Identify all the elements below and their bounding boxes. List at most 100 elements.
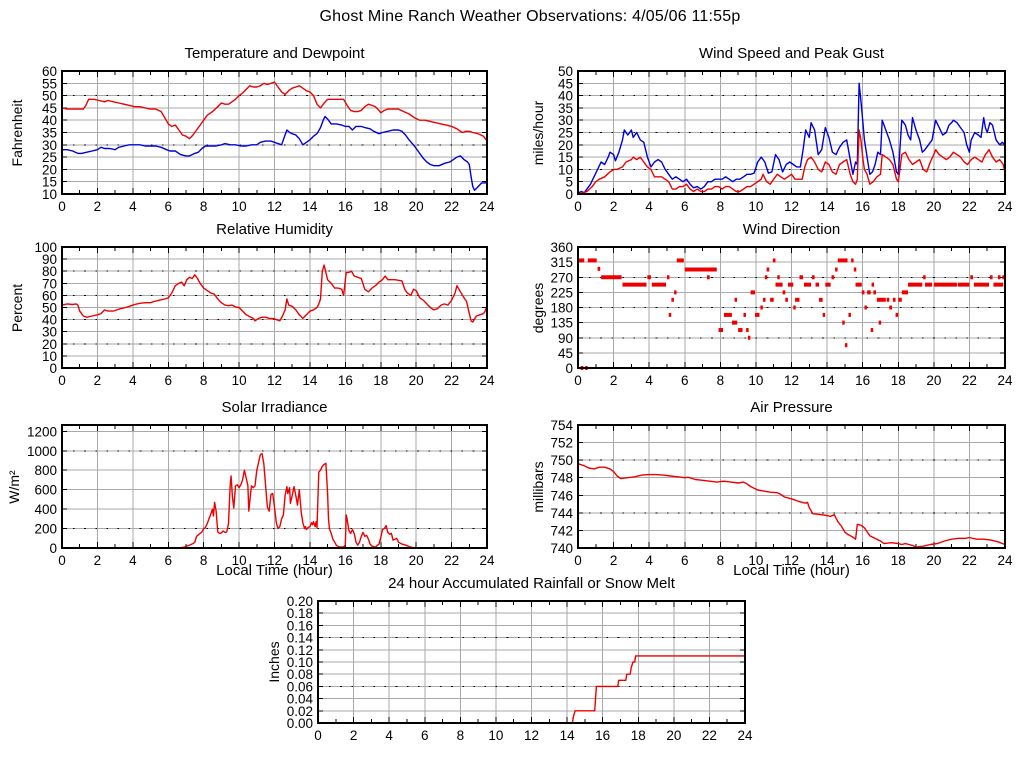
svg-text:100: 100 [34,240,57,255]
svg-text:1200: 1200 [27,424,57,439]
svg-text:1000: 1000 [27,444,57,459]
svg-text:10: 10 [42,187,57,202]
svg-text:18: 18 [631,728,646,743]
page-title: Ghost Mine Ranch Weather Observations: 4… [319,8,741,25]
svg-text:2: 2 [94,373,102,388]
svg-text:22: 22 [444,553,459,568]
svg-text:35: 35 [558,101,573,116]
chart-solar-irradiance: Solar Irradiance W/m² Local Time (hour) … [6,393,503,592]
svg-text:0: 0 [574,553,582,568]
svg-text:2: 2 [94,553,102,568]
svg-text:14: 14 [302,373,318,388]
svg-text:6: 6 [164,199,172,214]
svg-text:4: 4 [385,728,393,743]
svg-text:4: 4 [129,553,137,568]
svg-text:0: 0 [565,187,573,202]
svg-text:8: 8 [717,199,725,214]
svg-text:6: 6 [681,199,689,214]
svg-text:14: 14 [820,373,836,388]
svg-text:14: 14 [560,728,576,743]
svg-text:600: 600 [34,483,57,498]
svg-text:90: 90 [558,331,573,346]
svg-text:10: 10 [232,199,247,214]
svg-text:180: 180 [550,301,573,316]
svg-text:30: 30 [558,113,573,128]
svg-text:12: 12 [267,553,282,568]
svg-text:18: 18 [373,199,388,214]
svg-text:2: 2 [94,199,102,214]
svg-text:135: 135 [550,316,573,331]
svg-text:225: 225 [550,285,573,300]
svg-text:10: 10 [232,373,247,388]
svg-text:6: 6 [681,373,689,388]
svg-text:20: 20 [558,138,573,153]
svg-text:16: 16 [338,199,353,214]
svg-text:15: 15 [558,150,573,165]
svg-text:18: 18 [891,553,906,568]
svg-text:20: 20 [926,553,941,568]
svg-text:0: 0 [565,361,573,376]
svg-text:60: 60 [42,64,57,79]
svg-text:22: 22 [702,728,717,743]
svg-text:400: 400 [34,502,57,517]
svg-text:50: 50 [42,89,57,104]
svg-text:742: 742 [550,523,573,538]
svg-text:0: 0 [314,728,322,743]
chart-title: Wind Direction [742,221,841,238]
svg-text:0.16: 0.16 [287,618,313,633]
svg-text:6: 6 [164,373,172,388]
chart-wind-speed: Wind Speed and Peak Gust miles/hour 0 5 10… [530,39,1021,238]
svg-text:24: 24 [479,199,495,214]
svg-text:4: 4 [645,373,653,388]
svg-text:0.04: 0.04 [287,692,314,707]
svg-text:50: 50 [42,301,57,316]
svg-text:16: 16 [855,553,870,568]
svg-text:18: 18 [373,553,388,568]
chart-title: Relative Humidity [216,221,333,238]
svg-text:55: 55 [42,76,57,91]
svg-text:16: 16 [595,728,610,743]
svg-text:20: 20 [926,199,941,214]
svg-text:2: 2 [350,728,358,743]
svg-text:2: 2 [610,199,618,214]
svg-text:0: 0 [574,373,582,388]
chart-title: 24 hour Accumulated Rainfall or Snow Mel… [388,575,675,592]
svg-text:16: 16 [338,553,353,568]
svg-text:6: 6 [421,728,429,743]
svg-text:744: 744 [550,506,573,521]
svg-text:0: 0 [49,541,57,556]
svg-text:748: 748 [550,471,573,486]
chart-wind-direction: Wind Direction degrees 0 45 90 135 180 225 270… [530,215,1021,412]
svg-text:12: 12 [784,373,799,388]
chart-title: Temperature and Dewpoint [184,45,365,62]
svg-text:4: 4 [129,199,137,214]
svg-text:360: 360 [550,240,573,255]
svg-text:0.08: 0.08 [287,667,313,682]
svg-text:14: 14 [302,553,318,568]
svg-text:4: 4 [645,199,653,214]
svg-text:10: 10 [232,553,247,568]
chart-temperature: Temperature and Dewpoint Fahrenheit 10 15… [9,39,503,238]
svg-text:6: 6 [681,553,689,568]
svg-text:4: 4 [129,373,137,388]
svg-text:0: 0 [574,199,582,214]
svg-text:15: 15 [42,175,57,190]
x-axis-label: Local Time (hour) [216,562,333,579]
svg-text:0.12: 0.12 [287,643,313,658]
svg-text:0: 0 [58,373,66,388]
svg-text:0.10: 0.10 [287,655,313,670]
svg-text:750: 750 [550,453,573,468]
svg-text:20: 20 [409,199,424,214]
svg-text:16: 16 [338,373,353,388]
svg-text:752: 752 [550,436,573,451]
svg-text:24: 24 [479,553,495,568]
svg-text:24: 24 [997,553,1013,568]
svg-text:70: 70 [42,276,57,291]
svg-text:12: 12 [784,553,799,568]
svg-text:2: 2 [610,553,618,568]
svg-text:10: 10 [748,199,763,214]
svg-text:0: 0 [49,361,57,376]
svg-text:90: 90 [42,252,57,267]
svg-text:18: 18 [891,373,906,388]
